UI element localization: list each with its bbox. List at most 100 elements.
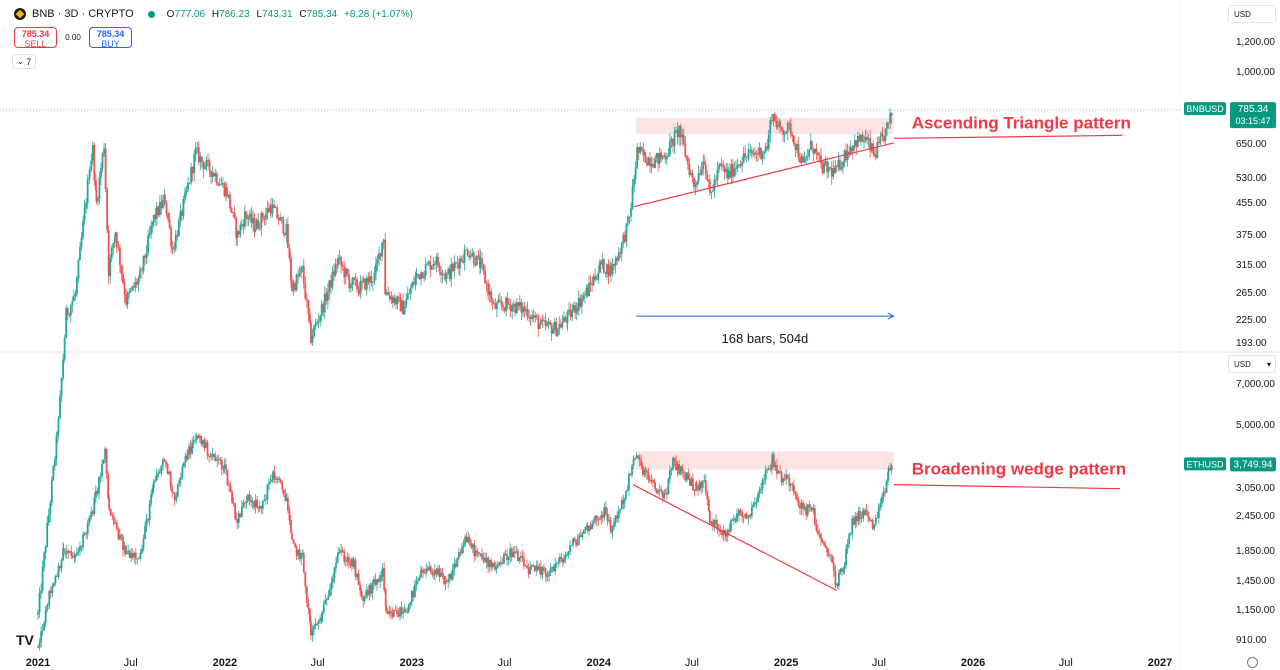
candle-body (233, 212, 236, 219)
support-trendline[interactable] (632, 484, 838, 592)
candle-body (780, 126, 783, 131)
candle-body (861, 134, 864, 142)
candle-body (152, 481, 155, 488)
support-trendline[interactable] (633, 142, 894, 208)
candle-body (803, 506, 806, 510)
symbol-title[interactable]: BNB · 3D · CRYPTO (32, 8, 134, 20)
candle-body (297, 274, 300, 277)
sell-button[interactable]: 785.34 SELL (14, 27, 57, 49)
candle-body (218, 184, 221, 186)
candle-body (739, 510, 742, 513)
candle-body (37, 612, 39, 615)
symbol-tag-label: ETHUSD (1186, 459, 1224, 469)
x-tick-label: 2021 (26, 657, 50, 669)
candle-body (109, 258, 112, 277)
candle-body (774, 465, 777, 468)
currency-select-bottom[interactable]: USD ▾ (1228, 355, 1276, 373)
candle-body (163, 459, 166, 462)
candle-body (889, 112, 892, 123)
symbol-tag[interactable] (1184, 457, 1226, 471)
candle-body (718, 165, 720, 169)
pattern-callout-line[interactable] (893, 484, 1121, 490)
currency-select-top[interactable]: USD (1228, 5, 1276, 23)
candle-body (415, 273, 418, 278)
pattern-callout-line[interactable] (893, 134, 1123, 139)
candle-body (173, 249, 176, 250)
candle-body (137, 278, 140, 285)
indicators-toggle-button[interactable]: ⌄ 7 (12, 54, 36, 69)
low-value: 743.31 (262, 8, 293, 20)
candle-body (397, 614, 400, 617)
resistance-zone[interactable] (636, 117, 894, 135)
candle-body (107, 474, 110, 499)
candle-body (791, 134, 794, 136)
close-value: 785.34 (306, 8, 338, 20)
candle-body (46, 606, 49, 611)
candle-body (389, 610, 392, 614)
candle-body (117, 529, 120, 540)
candle-body (484, 270, 486, 284)
candle-body (474, 550, 477, 556)
candle-body (274, 207, 277, 209)
candle-body (396, 610, 398, 615)
candle-body (649, 157, 651, 167)
candle-body (495, 567, 498, 570)
candle-body (772, 454, 775, 468)
candle-body (500, 301, 503, 306)
symbol-tag-label: BNBUSD (1186, 104, 1224, 114)
candle-body (119, 534, 121, 540)
candle-body (487, 283, 490, 295)
candle-body (645, 470, 648, 473)
candle-body (614, 515, 617, 523)
candle-body (616, 257, 619, 261)
candle-body (887, 472, 889, 482)
candle-body (863, 141, 865, 142)
candle-body (665, 156, 668, 160)
resistance-zone[interactable] (636, 451, 894, 470)
candle-body (250, 499, 252, 503)
candle-body (545, 573, 547, 577)
candle-body (810, 141, 813, 150)
candle-body (588, 282, 590, 296)
y-tick-label: 5,000.00 (1236, 420, 1275, 431)
candle-body (889, 468, 892, 471)
candle-body (93, 144, 96, 180)
buy-button[interactable]: 785.34 BUY (89, 27, 132, 49)
candle-body (504, 553, 507, 555)
candle-body (151, 487, 154, 494)
candle-body (538, 324, 541, 329)
candle-body (463, 249, 466, 263)
candle-body (328, 280, 331, 292)
candle-body (647, 472, 650, 480)
candle-body (148, 233, 151, 236)
candle-body (679, 466, 682, 475)
candle-body (867, 512, 870, 518)
candle-body (258, 228, 261, 230)
candle-body (319, 315, 322, 321)
candle-body (317, 320, 320, 323)
candle-body (447, 268, 450, 274)
candle-body (474, 263, 477, 266)
candle-body (412, 591, 415, 598)
candle-body (625, 223, 628, 242)
candle-body (695, 482, 698, 487)
candle-body (381, 568, 384, 577)
symbol-tag[interactable] (1184, 102, 1226, 116)
candle-body (82, 534, 84, 548)
candle-body (641, 465, 644, 475)
candle-body (862, 510, 865, 516)
candle-body (672, 138, 674, 147)
candle-body (349, 562, 352, 566)
tradingview-logo-icon[interactable]: TV (16, 632, 34, 648)
candle-body (876, 142, 879, 158)
candle-body (513, 551, 516, 554)
candle-body (744, 153, 747, 157)
gear-icon[interactable] (1247, 657, 1258, 668)
candle-body (57, 431, 59, 436)
candle-body (288, 510, 291, 521)
candle-body (558, 324, 561, 329)
candle-body (606, 513, 609, 521)
candle-body (667, 154, 670, 157)
